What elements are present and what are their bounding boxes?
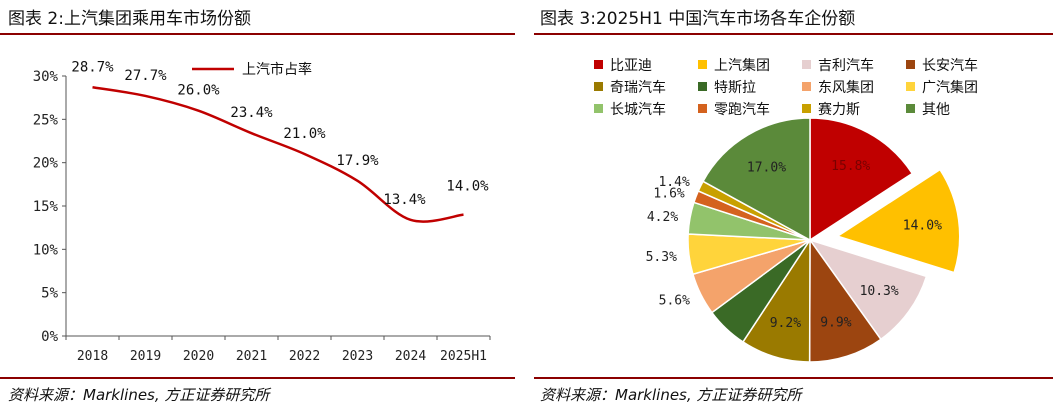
x-tick-label: 2022 [289, 349, 320, 364]
legend-swatch [802, 60, 811, 69]
legend-entry: 奇瑞汽车 [610, 79, 666, 96]
legend-swatch [802, 82, 811, 91]
legend-swatch [594, 104, 603, 113]
left-source-note: 资料来源：Marklines, 方正证券研究所 [8, 386, 270, 404]
y-tick-label: 20% [33, 156, 59, 172]
pie-slice [702, 117, 811, 242]
saic-share-line-chart: 0% 5% 10% 15% 20% 25% 30% 2018 2019 2020 2021 2022 2… [33, 59, 491, 364]
legend-entry: 其他 [922, 102, 950, 118]
pie-slice-label: 10.3% [860, 284, 899, 299]
legend-entry: 广汽集团 [922, 79, 978, 96]
legend-entry: 长安汽车 [922, 57, 978, 74]
x-tick-label: 2021 [236, 349, 267, 364]
automaker-share-panel: 图表 3:2025H1 中国汽车市场各车企份额 比亚迪 上汽集团 吉利汽车 长安汽车奇… [534, 0, 1053, 408]
y-tick-label: 10% [33, 242, 59, 258]
legend-label: 上汽市占率 [242, 61, 312, 78]
legend-swatch [906, 104, 915, 113]
y-tick-label: 0% [41, 329, 58, 345]
data-label: 13.4% [383, 192, 426, 208]
y-tick-label: 15% [33, 199, 59, 215]
pie-slice-label: 5.3% [646, 250, 677, 265]
pie-slice-label: 1.6% [653, 186, 684, 201]
legend-entry: 零跑汽车 [714, 101, 770, 118]
x-tick-label: 2020 [183, 349, 214, 364]
pie-slice-label: 15.8% [831, 159, 870, 174]
left-source-rule [0, 377, 515, 379]
legend-swatch [594, 60, 603, 69]
pie-slice-label: 4.2% [647, 210, 678, 225]
legend-swatch [698, 104, 707, 113]
pie-slice-label: 9.9% [820, 315, 851, 330]
data-label: 23.4% [230, 105, 273, 121]
pie-slice [808, 238, 928, 341]
y-tick-label: 5% [41, 286, 58, 302]
legend-swatch [906, 82, 915, 91]
data-label: 27.7% [124, 68, 167, 84]
y-tick-label: 30% [33, 69, 59, 85]
right-title-rule [534, 33, 1053, 35]
data-label: 14.0% [446, 179, 489, 195]
legend-entry: 特斯拉 [714, 80, 756, 96]
legend-entry: 吉利汽车 [818, 57, 874, 74]
data-label: 17.9% [336, 153, 379, 169]
y-tick-label: 25% [33, 112, 59, 128]
pie-slice-label: 9.2% [770, 316, 801, 331]
legend-entry: 上汽集团 [714, 57, 770, 74]
x-tick-label: 2024 [395, 349, 426, 364]
pie-slice [808, 237, 882, 363]
pie-slice [809, 117, 914, 242]
right-source-note: 资料来源：Marklines, 方正证券研究所 [540, 386, 802, 404]
right-source-rule [534, 377, 1053, 379]
pie-slice-label: 14.0% [903, 219, 942, 234]
left-figure-title: 图表 2:上汽集团乘用车市场份额 [8, 9, 251, 29]
pie-slice-label: 5.6% [659, 294, 690, 309]
legend-entry: 东风集团 [818, 79, 874, 96]
x-tick-label: 2018 [77, 349, 108, 364]
data-label: 21.0% [283, 126, 326, 142]
pie-slice-label: 17.0% [747, 161, 786, 176]
legend-entry: 比亚迪 [610, 58, 652, 74]
legend-swatch [594, 82, 603, 91]
legend-swatch [906, 60, 915, 69]
legend-swatch [698, 60, 707, 69]
data-label: 28.7% [71, 59, 114, 75]
x-tick-label: 2025H1 [440, 349, 487, 364]
x-tick-label: 2023 [342, 349, 373, 364]
data-label: 26.0% [177, 83, 220, 99]
market-share-panel: 图表 2:上汽集团乘用车市场份额 0% 5% 10% 15% 20% 25% 30% 2018… [0, 0, 515, 408]
legend-swatch [802, 104, 811, 113]
left-title-rule [0, 33, 515, 35]
saic-share-series-line [92, 86, 464, 223]
x-tick-label: 2019 [130, 349, 161, 364]
right-figure-title: 图表 3:2025H1 中国汽车市场各车企份额 [540, 9, 856, 29]
pie-slice [835, 168, 961, 274]
legend-swatch [698, 82, 707, 91]
legend-entry: 长城汽车 [610, 101, 666, 118]
pie-slice-label: 1.4% [658, 175, 689, 190]
legend-entry: 赛力斯 [818, 102, 860, 118]
